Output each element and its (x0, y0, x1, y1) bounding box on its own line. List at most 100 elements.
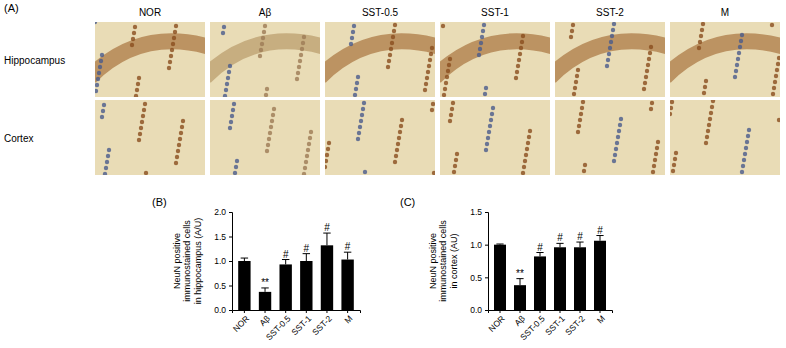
y-axis: 0.00.51.01.5 (470, 207, 488, 315)
cell (299, 53, 303, 57)
y-tick: 0.0 (214, 305, 232, 315)
cell (393, 160, 397, 164)
error-bar (536, 253, 543, 257)
cell (579, 112, 583, 116)
cell (174, 24, 178, 28)
cell (521, 34, 525, 38)
cell (264, 93, 268, 97)
cell (167, 66, 171, 70)
y-tick-mark (485, 245, 488, 246)
cell (479, 41, 483, 45)
cell (267, 137, 271, 141)
cell (653, 158, 657, 162)
micrograph (90, 20, 210, 98)
cell (453, 164, 457, 168)
cell (360, 113, 364, 117)
cell (137, 138, 141, 142)
cell (656, 140, 660, 144)
x-tick-mark (347, 310, 348, 313)
cell (674, 151, 678, 155)
micrograph (550, 22, 670, 97)
cell (478, 47, 482, 51)
x-axis: NORAβSST-0.5SST-1SST-2M (231, 310, 361, 342)
cell (671, 169, 675, 173)
cell (138, 132, 142, 136)
error-bar (576, 242, 583, 247)
figure: (A)NORAβSST-0.5SST-1SST-2MHippocampusCor… (0, 0, 786, 348)
cell (700, 28, 704, 32)
cell (576, 130, 580, 134)
y-tick-label: 0.0 (470, 305, 482, 315)
x-tick-mark (520, 310, 521, 313)
cell (177, 143, 181, 147)
micrograph (665, 22, 785, 97)
cell (645, 69, 649, 73)
y-tick: 1.5 (470, 207, 488, 217)
cell (454, 158, 458, 162)
cell (170, 48, 174, 52)
cell (777, 56, 780, 60)
cell (270, 119, 274, 123)
cell (106, 154, 110, 158)
plot-area (238, 233, 354, 310)
cell (168, 60, 172, 64)
cell (519, 46, 523, 50)
x-tick-label: Aβ (257, 313, 272, 328)
cell (610, 34, 614, 38)
column-header: Aβ (259, 7, 272, 18)
cell (325, 159, 328, 163)
cell (327, 141, 331, 145)
cell (572, 92, 576, 96)
cell (356, 137, 360, 141)
significance-mark: # (577, 231, 583, 242)
error-bar-stem (540, 253, 541, 257)
cell (486, 136, 490, 140)
cell (747, 128, 751, 132)
cell (137, 76, 141, 80)
cell (132, 31, 136, 35)
panel-label: (B) (152, 196, 167, 208)
cell (491, 106, 495, 110)
cell (179, 131, 183, 135)
cell (670, 100, 674, 104)
cell (734, 69, 738, 73)
cell (704, 79, 708, 83)
column-header: SST-2 (596, 7, 624, 18)
cell (265, 149, 269, 153)
cell (350, 36, 354, 40)
cell (483, 92, 487, 96)
cell (485, 142, 489, 146)
x-tick: SST-1 (543, 310, 567, 337)
cell (393, 23, 397, 27)
y-tick-mark (485, 310, 488, 311)
y-tick-label: 2.0 (214, 207, 226, 217)
cell (518, 52, 522, 56)
cell (231, 108, 235, 112)
y-tick: 1.5 (214, 232, 232, 242)
x-tick-mark (244, 310, 245, 313)
cell (235, 159, 239, 163)
cell (488, 124, 492, 128)
x-tick-label: NOR (231, 313, 251, 333)
cell (652, 164, 656, 168)
bar (514, 285, 526, 310)
cell (526, 141, 530, 145)
cell (576, 68, 580, 72)
x-tick-label: SST-2 (563, 313, 587, 337)
cell (609, 40, 613, 44)
cell (399, 124, 403, 128)
cell (487, 130, 491, 134)
cell (618, 123, 622, 127)
error-bar-stem (347, 252, 348, 259)
cell (429, 52, 433, 56)
y-tick-mark (485, 277, 488, 278)
cell (581, 100, 585, 104)
cell-layer (210, 41, 320, 77)
panel-label: (C) (400, 196, 415, 208)
significance-mark: # (557, 232, 563, 243)
cell (744, 146, 748, 150)
cell (234, 165, 238, 169)
x-tick-mark (540, 310, 541, 313)
cell (359, 119, 363, 123)
cell (702, 91, 706, 95)
